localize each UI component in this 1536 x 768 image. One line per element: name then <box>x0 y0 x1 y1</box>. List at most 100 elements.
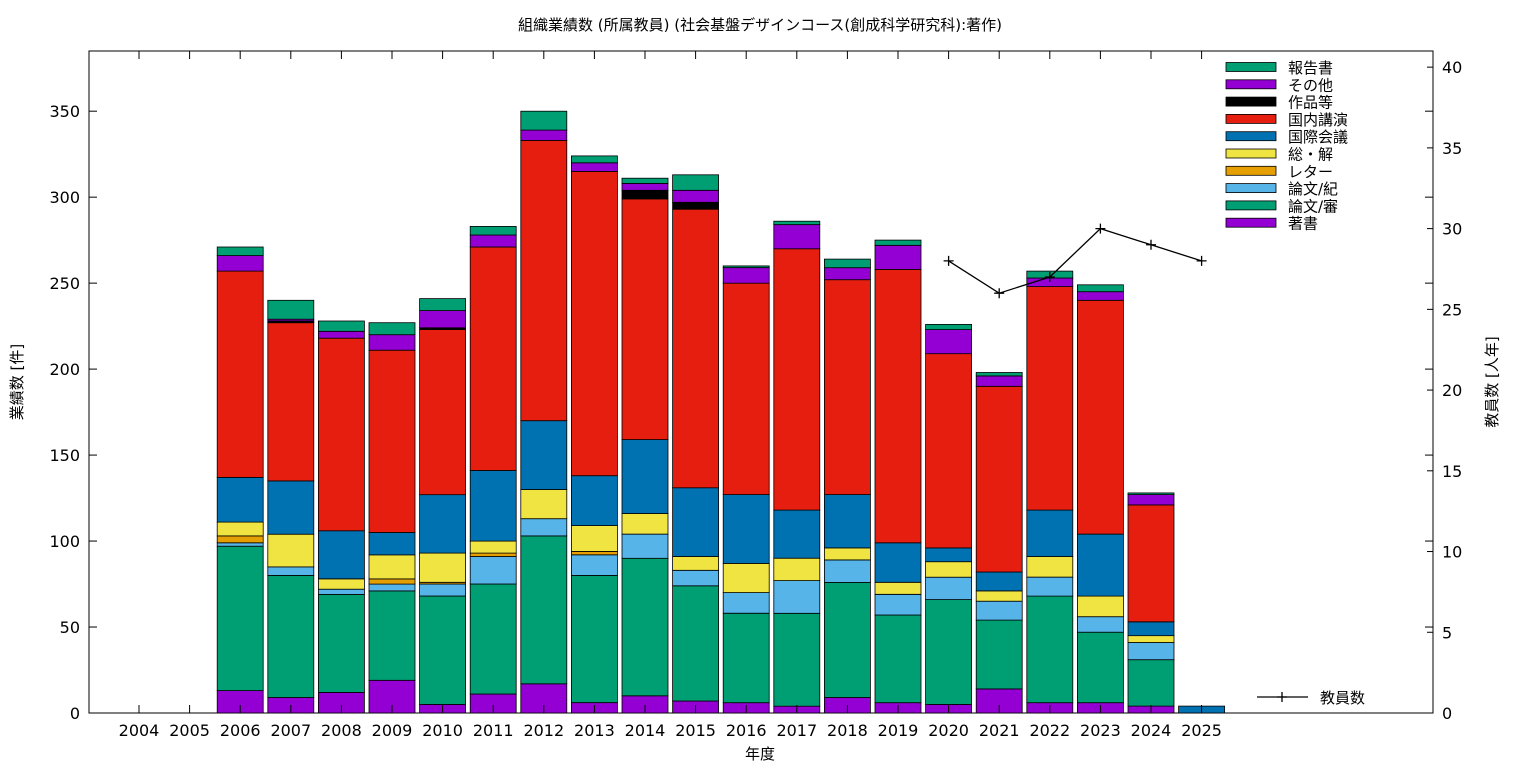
bar-2007-s9 <box>267 299 315 320</box>
bar-2016-s4 <box>722 563 770 594</box>
x-tick-label: 2006 <box>220 721 261 740</box>
bar-2010-s2 <box>419 583 467 597</box>
bar-2016-s8 <box>722 267 770 284</box>
y2-tick-label: 10 <box>1442 543 1462 562</box>
bar-2010-s1 <box>419 595 467 705</box>
bar-2007-s1 <box>267 575 315 698</box>
bar-2020-s4 <box>925 561 972 578</box>
bar-2014-s4 <box>621 513 669 535</box>
bar-2018-s6 <box>824 279 871 496</box>
x-tick-label: 2004 <box>119 721 160 740</box>
bar-2010-s9 <box>419 298 467 312</box>
bar-2019-s5 <box>874 542 922 583</box>
bar-2009-s4 <box>368 554 416 580</box>
bar-2009-s2 <box>368 583 416 592</box>
x-tick-label: 2018 <box>827 721 868 740</box>
bar-2014-s7 <box>621 189 669 200</box>
bar-2006-s2 <box>216 542 264 547</box>
x-axis-label: 年度 <box>745 745 775 763</box>
bar-2017-s2 <box>773 580 821 614</box>
teacher-count-point-2021 <box>994 288 1005 299</box>
bar-2022-s4 <box>1026 556 1074 578</box>
bar-2020-s5 <box>925 547 972 563</box>
bar-2015-s2 <box>672 569 719 587</box>
bar-2022-s1 <box>1026 595 1074 704</box>
bar-2021-s6 <box>975 385 1023 573</box>
y2-tick-label: 35 <box>1442 139 1462 158</box>
bar-2009-s6 <box>368 349 416 533</box>
bar-2019-s8 <box>874 244 922 270</box>
legend-swatch <box>1225 131 1277 142</box>
bar-2013-s5 <box>571 475 618 527</box>
bar-2017-s5 <box>773 509 821 559</box>
x-tick-label: 2005 <box>169 721 210 740</box>
axes-layer: 0501001502002503003500510152025303540200… <box>49 51 1462 740</box>
bar-2024-s4 <box>1127 635 1175 643</box>
bar-2016-s1 <box>722 612 770 704</box>
x-tick-label: 2013 <box>574 721 615 740</box>
y2-tick-label: 40 <box>1442 58 1462 77</box>
legend-label: その他 <box>1288 76 1333 94</box>
bar-2016-s2 <box>722 592 770 614</box>
bar-2016-s6 <box>722 282 770 496</box>
bar-2022-s5 <box>1026 509 1074 557</box>
bar-2016-s5 <box>722 494 770 564</box>
x-tick-label: 2015 <box>675 721 716 740</box>
x-tick-label: 2010 <box>422 721 463 740</box>
bar-2010-s8 <box>419 310 467 329</box>
bar-2012-s1 <box>520 535 568 685</box>
bar-2010-s5 <box>419 494 467 554</box>
bar-2011-s5 <box>469 470 517 542</box>
x-tick-label: 2009 <box>372 721 413 740</box>
legend-label: 総・解 <box>1288 146 1333 164</box>
legend-label-line: 教員数 <box>1320 689 1365 707</box>
y2-tick-label: 25 <box>1442 300 1462 319</box>
bar-2006-s4 <box>216 521 264 537</box>
y-tick-label: 200 <box>49 360 80 379</box>
x-tick-label: 2021 <box>979 721 1020 740</box>
bar-2012-s9 <box>520 110 568 131</box>
bar-2006-s8 <box>216 255 264 272</box>
legend-swatch <box>1225 79 1277 90</box>
bar-2022-s2 <box>1026 576 1074 597</box>
bar-2014-s6 <box>621 198 669 440</box>
legend-swatch <box>1225 148 1277 159</box>
bar-2018-s9 <box>824 258 871 269</box>
bar-2009-s1 <box>368 590 416 681</box>
bar-2008-s6 <box>317 337 365 532</box>
bar-2013-s9 <box>571 155 618 164</box>
bar-2006-s6 <box>216 270 264 478</box>
bar-2014-s9 <box>621 177 669 184</box>
bar-2021-s9 <box>975 372 1023 377</box>
bar-2019-s4 <box>874 581 922 595</box>
bar-2019-s1 <box>874 614 922 704</box>
bar-2015-s4 <box>672 556 719 571</box>
legend-swatch <box>1225 217 1277 228</box>
bar-2018-s4 <box>824 547 871 561</box>
bar-2015-s6 <box>672 208 719 489</box>
bar-2018-s5 <box>824 494 871 549</box>
y2-tick-label: 15 <box>1442 462 1462 481</box>
bar-2023-s8 <box>1077 291 1124 301</box>
bar-2010-s6 <box>419 329 467 496</box>
bar-2014-s1 <box>621 557 669 697</box>
legend-label: 報告書 <box>1288 59 1333 77</box>
bar-2011-s6 <box>469 246 517 471</box>
legend-swatch <box>1225 114 1277 124</box>
bar-2012-s4 <box>520 489 568 520</box>
bar-2023-s6 <box>1077 299 1124 535</box>
bar-2007-s6 <box>267 322 315 482</box>
bar-2023-s1 <box>1077 631 1124 704</box>
bar-2012-s2 <box>520 518 568 537</box>
legend-label: 著書 <box>1288 215 1318 233</box>
bar-2020-s8 <box>925 329 972 355</box>
bar-2006-s5 <box>216 476 264 523</box>
x-tick-label: 2020 <box>928 721 969 740</box>
bar-2020-s2 <box>925 576 972 601</box>
teacher-count-point-2023 <box>1095 223 1106 234</box>
bar-2024-s1 <box>1127 659 1175 707</box>
legend-swatch <box>1225 62 1277 72</box>
bar-2011-s3 <box>469 552 517 557</box>
x-tick-label: 2011 <box>473 721 514 740</box>
bar-2013-s4 <box>571 525 618 552</box>
